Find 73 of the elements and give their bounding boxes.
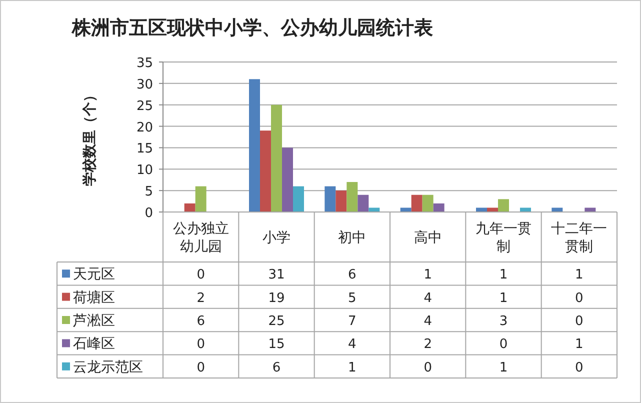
data-label: 1	[499, 290, 508, 306]
x-tick-label: 九年一贯制	[476, 221, 532, 255]
bar	[260, 130, 271, 212]
y-axis-title: 学校数里（个）	[82, 88, 98, 186]
y-tick-label: 5	[144, 184, 153, 200]
y-tick-label: 20	[136, 120, 153, 136]
bar	[282, 148, 293, 212]
bar	[476, 208, 487, 212]
y-tick-label: 25	[136, 98, 153, 114]
data-label: 4	[424, 314, 432, 329]
bar	[293, 186, 304, 212]
data-label: 0	[499, 337, 508, 352]
data-label: 0	[196, 268, 205, 283]
data-label: 5	[348, 290, 356, 306]
data-label: 1	[424, 268, 432, 283]
data-label: 7	[348, 314, 356, 329]
y-tick-label: 15	[136, 142, 153, 157]
bar	[400, 208, 412, 212]
bar	[433, 203, 444, 212]
data-label: 1	[499, 360, 508, 376]
legend-label: 芦淞区	[73, 313, 115, 329]
legend-label: 云龙示范区	[73, 359, 143, 376]
data-label: 19	[268, 290, 285, 306]
bar	[487, 208, 498, 212]
data-label: 1	[575, 337, 584, 352]
bar	[249, 79, 260, 212]
legend-label: 天元区	[73, 266, 115, 283]
data-label: 6	[196, 314, 205, 329]
bar	[271, 104, 282, 212]
x-tick-label: 初中	[338, 230, 366, 246]
data-label: 2	[196, 290, 205, 306]
data-label: 1	[499, 268, 508, 283]
data-label: 0	[424, 360, 432, 376]
data-label: 0	[196, 360, 205, 376]
data-label: 25	[268, 314, 285, 329]
data-label: 4	[424, 290, 432, 306]
data-label: 31	[268, 268, 285, 283]
data-label: 0	[575, 360, 584, 376]
bar	[195, 186, 206, 212]
data-label: 1	[575, 268, 584, 283]
bar	[498, 199, 509, 212]
legend-label: 荷塘区	[73, 290, 115, 306]
y-tick-label: 35	[136, 56, 153, 71]
bar	[336, 190, 347, 212]
bar	[520, 208, 531, 212]
bar	[358, 194, 369, 212]
data-label: 3	[499, 314, 508, 329]
y-tick-label: 0	[144, 206, 153, 221]
bar	[552, 208, 563, 212]
bar	[422, 194, 434, 212]
chart-title: 株洲市五区现状中小学、公办幼儿园统计表	[71, 17, 434, 39]
bar	[184, 203, 196, 212]
bar	[324, 186, 336, 212]
data-label: 15	[268, 337, 285, 352]
bar	[584, 208, 596, 212]
data-label: 1	[348, 360, 356, 376]
y-tick-label: 30	[136, 77, 153, 92]
data-label: 2	[424, 337, 432, 352]
x-tick-label: 小学	[262, 230, 290, 246]
bar	[368, 208, 380, 212]
data-label: 6	[272, 360, 281, 376]
data-label: 0	[575, 314, 584, 329]
x-tick-label: 十二年一贯制	[551, 221, 608, 255]
data-label: 6	[348, 268, 356, 283]
bar	[346, 182, 358, 212]
bar	[411, 194, 422, 212]
legend-label: 石峰区	[73, 336, 115, 352]
x-tick-label: 高中	[414, 230, 442, 246]
data-label: 4	[348, 337, 356, 352]
data-label: 0	[575, 290, 584, 306]
y-tick-label: 10	[136, 163, 153, 178]
x-tick-label: 公办独立幼儿园	[172, 221, 229, 255]
data-label: 0	[196, 337, 205, 352]
